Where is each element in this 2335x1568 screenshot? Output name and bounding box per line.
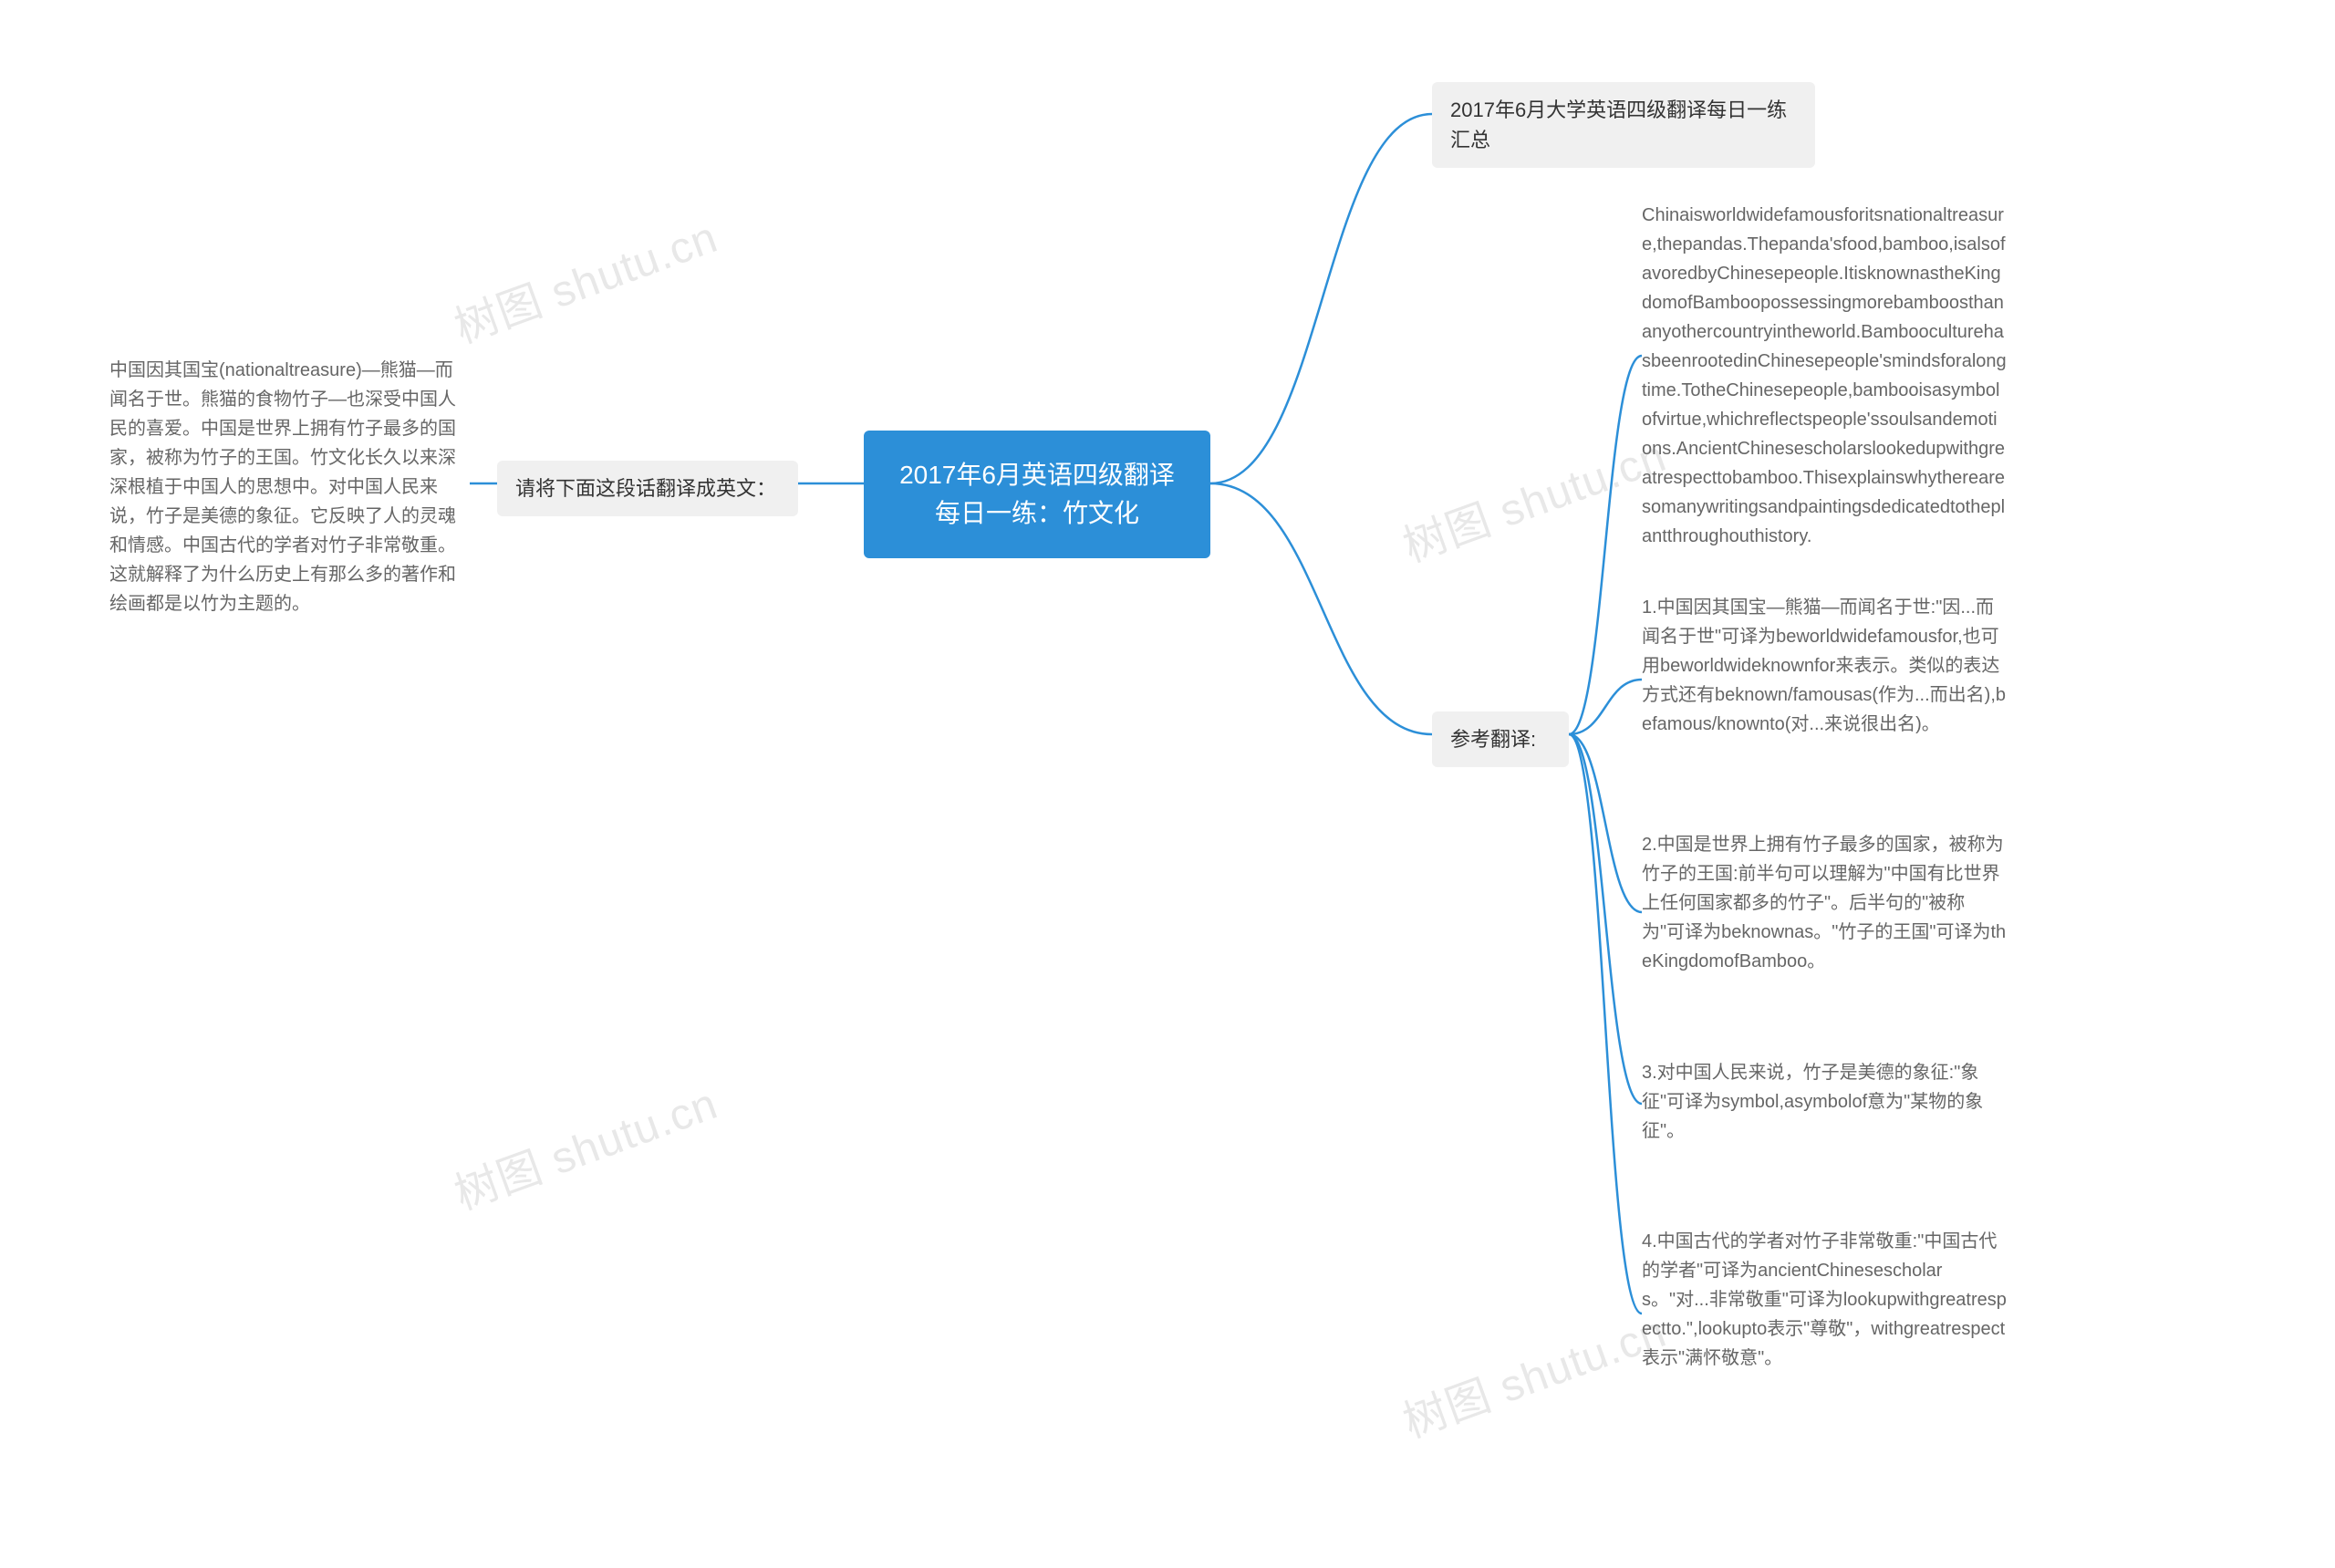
right-reference-label[interactable]: 参考翻译: xyxy=(1432,711,1569,767)
watermark: 树图 shutu.cn xyxy=(444,202,725,356)
reference-leaf-1: 1.中国因其国宝—熊猫—而闻名于世:"因...而闻名于世"可译为beworldw… xyxy=(1642,593,2007,739)
reference-leaf-4: 4.中国古代的学者对竹子非常敬重:"中国古代的学者"可译为ancientChin… xyxy=(1642,1227,2007,1373)
right-summary-label[interactable]: 2017年6月大学英语四级翻译每日一练汇总 xyxy=(1432,82,1815,168)
left-branch-label[interactable]: 请将下面这段话翻译成英文： xyxy=(497,461,798,516)
reference-leaf-2: 2.中国是世界上拥有竹子最多的国家，被称为竹子的王国:前半句可以理解为"中国有比… xyxy=(1642,830,2007,976)
left-leaf-text: 中国因其国宝(nationaltreasure)—熊猫—而闻名于世。熊猫的食物竹… xyxy=(109,356,470,618)
reference-leaf-0: Chinaisworldwidefamousforitsnationaltrea… xyxy=(1642,201,2007,551)
center-line2: 每日一练：竹文化 xyxy=(897,494,1178,533)
reference-leaf-3: 3.对中国人民来说，竹子是美德的象征:"象征"可译为symbol,asymbol… xyxy=(1642,1058,2007,1146)
center-line1: 2017年6月英语四级翻译 xyxy=(897,456,1178,494)
center-node[interactable]: 2017年6月英语四级翻译 每日一练：竹文化 xyxy=(864,431,1210,558)
watermark: 树图 shutu.cn xyxy=(444,1068,725,1222)
watermark: 树图 shutu.cn xyxy=(1393,421,1674,575)
watermark: 树图 shutu.cn xyxy=(1393,1296,1674,1450)
